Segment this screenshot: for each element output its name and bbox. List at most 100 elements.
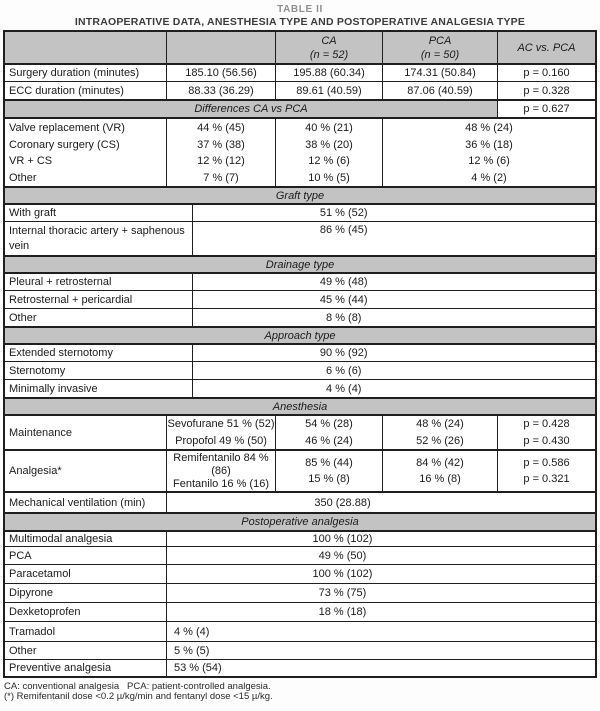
value-cell: 73 % (75) [166, 584, 595, 602]
value-cell-pca: 174.31 (50.84) [382, 65, 497, 81]
label-text: Internal thoracic artery + saphenous vei… [9, 225, 185, 252]
header-pca-label: PCA [428, 34, 452, 47]
section-band-anesthesia: Anesthesia [5, 397, 595, 414]
p-value-cell: p = 0.627 [497, 101, 595, 117]
row-label: Retrosternal + pericardial [5, 291, 192, 308]
value-cell-all: Remifentanilo 84 % (86) Fentanilo 16 % (… [166, 451, 275, 491]
value-cell: 5 % (5) [166, 642, 595, 659]
p-value-text: p = 0.160 [523, 67, 570, 79]
value-text: 84 % (42) [416, 456, 464, 469]
footnote-abbreviations: CA: conventional analgesia PCA: patient-… [4, 681, 271, 692]
row-label: With graft [5, 205, 192, 221]
value-text: 12 % (12) [197, 155, 245, 167]
label-text: Mechanical ventilation (min) [9, 496, 146, 509]
row-differences: Differences CA vs PCA p = 0.627 [5, 99, 595, 117]
value-text: 48 % (24) [416, 418, 464, 430]
value-text: Remifentanilo 84 % [173, 451, 269, 464]
label-text: Other [9, 171, 37, 184]
label-text: Analgesia* [9, 465, 62, 477]
row-postop-other: Other 5 % (5) [5, 641, 595, 659]
value-text: 4 % (2) [471, 171, 507, 184]
label-text: Tramadol [9, 625, 56, 638]
row-label: PCA [5, 547, 166, 564]
value-cell-pca: 84 % (42) 16 % (8) [382, 451, 497, 491]
surgery-type-pca: 48 % (24) 36 % (18) 12 % (6) 4 % (2) [382, 119, 595, 186]
band-cell: Graft type [5, 188, 595, 203]
p-value-cell: p = 0.328 [497, 82, 595, 99]
row-preventive-analgesia: Preventive analgesia 53 % (54) [5, 659, 595, 676]
row-tramadol: Tramadol 4 % (4) [5, 621, 595, 641]
band-text: Drainage type [265, 258, 335, 271]
value-cell: 4 % (4) [166, 622, 595, 641]
table-title: INTRAOPERATIVE DATA, ANESTHESIA TYPE AND… [74, 16, 526, 28]
value-cell: 6 % (6) [192, 362, 595, 379]
value-text: (86) [211, 464, 231, 477]
row-label: Surgery duration (minutes) [5, 65, 166, 81]
label-text: Paracetamol [9, 568, 71, 580]
value-cell: 90 % (92) [192, 345, 595, 361]
row-drainage-other: Other 8 % (8) [5, 308, 595, 326]
label-text: Multimodal analgesia [9, 533, 113, 545]
value-text: 195.88 (60.34) [293, 67, 365, 79]
row-label: Pleural + retrosternal [5, 274, 192, 290]
surgery-type-ca: 40 % (21) 38 % (20) 12 % (6) 10 % (5) [275, 119, 382, 186]
value-text: 100 % (102) [312, 533, 373, 545]
row-with-graft: With graft 51 % (52) [5, 203, 595, 221]
footnote-doses: (*) Remifentanil dose <0.2 µ/kg/min and … [4, 691, 273, 702]
value-cell-all: 88.33 (36.29) [166, 82, 275, 99]
value-text: 54 % (28) [305, 418, 353, 430]
header-pca-n: (n = 50) [420, 48, 460, 61]
p-value-cell: p = 0.428 p = 0.430 [497, 416, 595, 449]
value-cell: 86 % (45) [192, 222, 595, 255]
value-text: 10 % (5) [308, 171, 350, 184]
p-value-text: p = 0.428 [523, 418, 570, 430]
label-text: ECC duration (minutes) [9, 84, 124, 97]
value-text: 52 % (26) [416, 434, 464, 447]
value-cell: 51 % (52) [192, 205, 595, 221]
label-text: Extended sternotomy [9, 347, 113, 359]
row-label: Minimally invasive [5, 380, 192, 397]
value-text: 48 % (24) [465, 122, 513, 134]
band-cell: Anesthesia [5, 399, 595, 414]
row-multimodal-analgesia: Multimodal analgesia 100 % (102) [5, 530, 595, 546]
row-label: Maintenance [5, 416, 166, 449]
p-value-text: p = 0.328 [523, 84, 570, 97]
row-label: Dexketoprofen [5, 603, 166, 621]
p-value-cell: p = 0.586 p = 0.321 [497, 451, 595, 491]
header-ca-n: (n = 52) [309, 48, 349, 61]
row-extended-sternotomy: Extended sternotomy 90 % (92) [5, 343, 595, 361]
value-text: 100 % (102) [312, 568, 373, 580]
value-text: 87.06 (40.59) [407, 84, 473, 97]
section-band-drainage: Drainage type [5, 255, 595, 272]
value-text: Propofol 49 % (50) [175, 434, 267, 447]
row-label: ECC duration (minutes) [5, 82, 166, 99]
value-text: 18 % (18) [318, 606, 367, 618]
label-text: Valve replacement (VR) [9, 122, 125, 134]
label-text: Dipyrone [9, 587, 54, 599]
row-ecc-duration: ECC duration (minutes) 88.33 (36.29) 89.… [5, 81, 595, 99]
value-cell-all: 185.10 (56.56) [166, 65, 275, 81]
value-text: 4 % (4) [326, 382, 362, 395]
header-row: CA (n = 52) PCA (n = 50) AC vs. PCA [5, 32, 595, 63]
label-text: Surgery duration (minutes) [9, 67, 140, 79]
row-label: Mechanical ventilation (min) [5, 493, 166, 512]
row-label: Dipyrone [5, 584, 166, 602]
row-label: Other [5, 309, 192, 326]
row-label: Multimodal analgesia [5, 532, 166, 546]
value-text: 185.10 (56.56) [185, 67, 257, 79]
value-text: 40 % (21) [305, 122, 353, 134]
label-text: Preventive analgesia [9, 662, 112, 674]
value-text: 12 % (6) [468, 155, 510, 167]
row-label: Analgesia* [5, 451, 166, 491]
row-label: Sternotomy [5, 362, 192, 379]
value-text: 16 % (8) [419, 473, 461, 485]
value-text: 89.61 (40.59) [296, 84, 362, 97]
value-text: 4 % (4) [174, 625, 210, 638]
value-text: 49 % (50) [318, 549, 367, 562]
row-mechanical-ventilation: Mechanical ventilation (min) 350 (28.88) [5, 491, 595, 512]
footnotes: CA: conventional analgesia PCA: patient-… [4, 682, 600, 702]
band-text: Approach type [264, 329, 336, 342]
value-cell-pca: 87.06 (40.59) [382, 82, 497, 99]
value-text: 49 % (48) [319, 276, 368, 288]
value-text: 37 % (38) [197, 138, 245, 151]
